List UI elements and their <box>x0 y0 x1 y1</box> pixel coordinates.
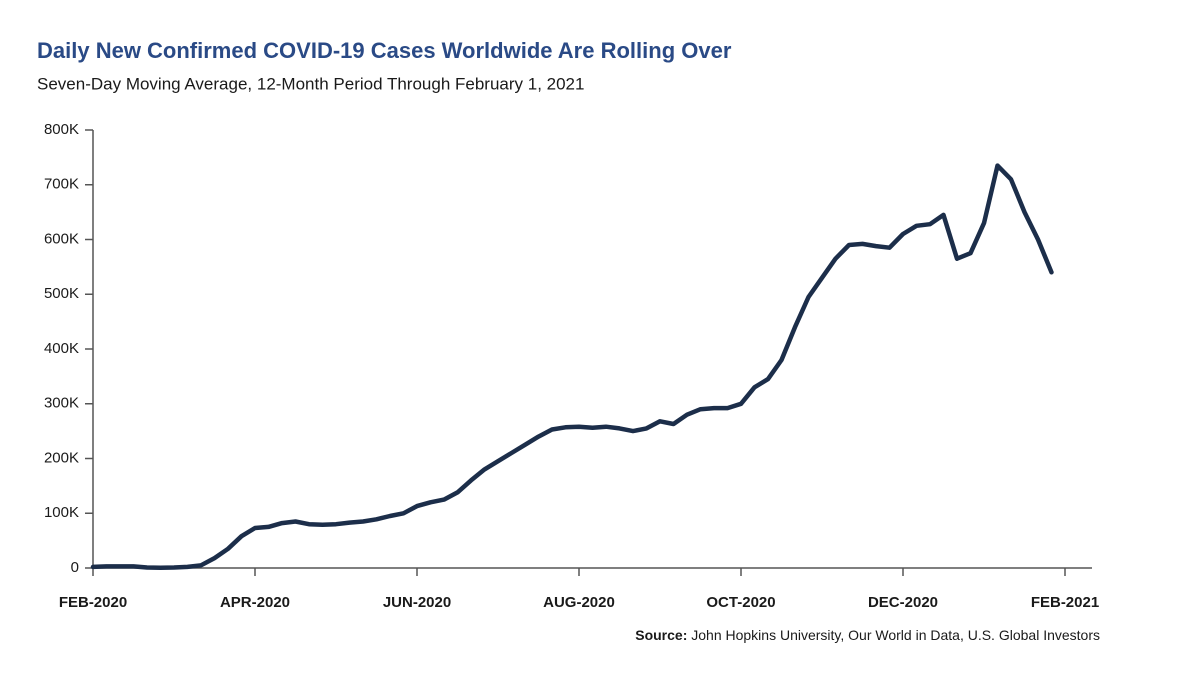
y-tick-label: 800K <box>44 121 79 138</box>
x-tick-label: JUN-2020 <box>383 594 451 611</box>
y-tick-label: 700K <box>44 176 79 193</box>
y-tick-label: 100K <box>44 504 79 521</box>
chart-subtitle: Seven-Day Moving Average, 12-Month Perio… <box>37 74 584 93</box>
y-tick-label: 0 <box>71 559 79 576</box>
chart-title: Daily New Confirmed COVID-19 Cases World… <box>37 38 732 63</box>
x-tick-label: DEC-2020 <box>868 594 938 611</box>
x-tick-label: AUG-2020 <box>543 594 615 611</box>
x-tick-label: FEB-2020 <box>59 594 127 611</box>
y-tick-label: 600K <box>44 230 79 247</box>
x-tick-label: FEB-2021 <box>1031 594 1099 611</box>
x-tick-label: APR-2020 <box>220 594 290 611</box>
y-tick-label: 400K <box>44 340 79 357</box>
source-text: John Hopkins University, Our World in Da… <box>691 627 1100 643</box>
source-label: Source: <box>635 627 687 643</box>
y-tick-label: 500K <box>44 285 79 302</box>
source-note: Source: John Hopkins University, Our Wor… <box>635 627 1100 643</box>
y-tick-label: 300K <box>44 395 79 412</box>
y-tick-label: 200K <box>44 449 79 466</box>
series-line <box>90 163 1054 570</box>
x-tick-label: OCT-2020 <box>706 594 775 611</box>
